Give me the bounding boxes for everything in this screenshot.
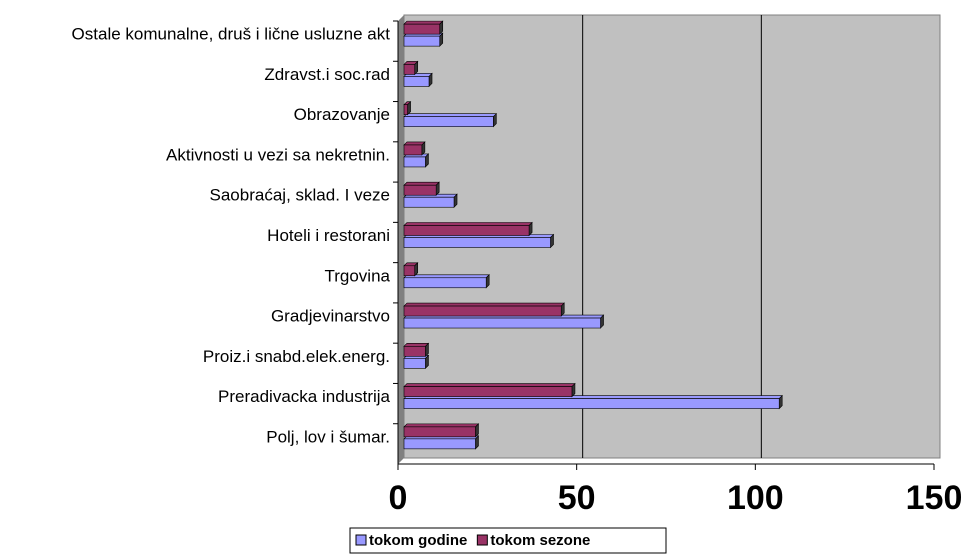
bar xyxy=(403,233,555,249)
bar xyxy=(403,302,565,317)
bar-face xyxy=(403,305,562,317)
bar xyxy=(403,382,576,398)
bar xyxy=(403,423,480,438)
bar xyxy=(403,141,426,156)
legend-label: tokom sezone xyxy=(490,532,590,549)
bar xyxy=(403,342,430,358)
bar-face xyxy=(403,196,455,208)
bar xyxy=(403,153,430,168)
bar-top xyxy=(403,141,426,146)
bar xyxy=(403,72,433,88)
bar xyxy=(403,314,605,329)
bar xyxy=(403,100,412,116)
bar-face xyxy=(403,104,408,115)
bar-face xyxy=(403,237,551,248)
bar-top xyxy=(403,113,498,117)
bar-face xyxy=(403,35,441,47)
bar xyxy=(403,221,533,237)
y-tick-label: Preradivacka industrija xyxy=(218,387,391,406)
x-tick-label: 100 xyxy=(727,479,784,517)
bar-top xyxy=(403,383,576,387)
bar-face xyxy=(403,76,430,87)
y-tick-label: Proiz.i snabd.elek.energ. xyxy=(203,347,390,366)
bar-top xyxy=(403,274,490,279)
bar xyxy=(403,274,490,289)
bar-face xyxy=(403,23,441,35)
bar-top xyxy=(403,343,430,347)
bar-face xyxy=(403,386,573,397)
y-tick-label: Zdravst.i soc.rad xyxy=(264,65,390,84)
bar-top xyxy=(403,423,480,428)
y-tick-label: Gradjevinarstvo xyxy=(271,307,390,326)
bar-face xyxy=(403,184,437,196)
bar-face xyxy=(403,116,494,127)
x-tick-label: 0 xyxy=(389,479,408,517)
bar-face xyxy=(403,144,423,156)
bar xyxy=(403,112,498,128)
y-tick-label: Obrazovanje xyxy=(294,105,390,124)
bar xyxy=(403,262,419,277)
bar xyxy=(403,181,440,196)
bar xyxy=(403,60,419,76)
x-tick-label: 150 xyxy=(906,479,963,517)
bar-face xyxy=(403,317,601,329)
y-tick-label: Hoteli i restorani xyxy=(267,226,390,245)
legend-box xyxy=(349,527,667,554)
legend-swatch xyxy=(355,534,367,546)
bar xyxy=(403,354,430,370)
bar-face xyxy=(403,346,426,357)
bar xyxy=(403,435,480,450)
bar-face xyxy=(403,225,530,236)
y-tick-label: Ostale komunalne, druš i lične usluzne a… xyxy=(72,25,391,44)
bar-face xyxy=(403,438,476,450)
legend: tokom godine tokom sezone xyxy=(349,527,667,554)
bar-face xyxy=(403,64,416,75)
x-tick-label: 50 xyxy=(558,479,596,517)
bar-top xyxy=(403,181,440,186)
bar xyxy=(403,193,458,208)
axis-wall xyxy=(398,15,404,464)
bar-face xyxy=(403,156,426,168)
y-tick-label: Polj, lov i šumar. xyxy=(266,427,390,446)
bar-face xyxy=(403,277,487,289)
bar-top xyxy=(403,222,533,226)
bar xyxy=(403,394,783,410)
bar-face xyxy=(403,265,416,277)
bar-face xyxy=(403,426,476,438)
bar xyxy=(403,20,444,35)
bar-top xyxy=(403,302,565,307)
bar-top xyxy=(403,20,444,25)
legend-label: tokom godine xyxy=(369,532,467,549)
y-tick-label: Saobraćaj, sklad. I veze xyxy=(210,186,390,205)
bar xyxy=(403,32,444,47)
y-tick-label: Aktivnosti u vezi sa nekretnin. xyxy=(166,145,390,164)
bar-face xyxy=(403,398,780,409)
y-tick-label: Trgovina xyxy=(324,266,390,285)
legend-swatch xyxy=(476,534,488,546)
bar-face xyxy=(403,358,426,369)
